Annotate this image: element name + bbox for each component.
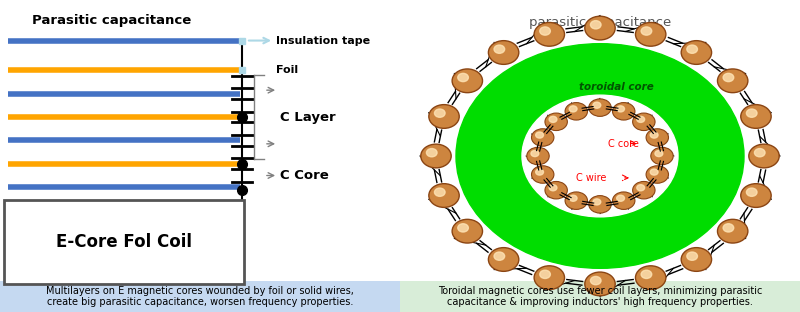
Circle shape [650,169,658,175]
Circle shape [641,270,652,279]
FancyBboxPatch shape [4,200,244,284]
Circle shape [635,22,666,46]
Circle shape [434,109,445,117]
Circle shape [545,182,567,199]
Circle shape [585,16,615,40]
Circle shape [489,41,519,64]
Circle shape [534,266,565,290]
Circle shape [549,116,557,122]
Circle shape [534,22,565,46]
Circle shape [545,113,567,130]
Circle shape [754,149,765,157]
Circle shape [426,149,437,157]
Circle shape [641,27,652,35]
Circle shape [456,44,744,268]
Circle shape [429,184,459,207]
Circle shape [593,102,601,108]
Text: C wire: C wire [576,173,606,183]
Circle shape [637,185,645,191]
Circle shape [635,266,666,290]
Text: C core: C core [608,139,639,149]
Circle shape [452,219,482,243]
Text: E-Core Fol Coil: E-Core Fol Coil [56,233,192,251]
Circle shape [589,196,611,213]
Circle shape [531,150,538,157]
Circle shape [718,69,748,93]
Circle shape [723,73,734,82]
Circle shape [687,252,698,260]
Circle shape [458,224,468,232]
Circle shape [434,188,445,196]
Circle shape [536,169,543,175]
Circle shape [494,252,505,260]
Text: C Core: C Core [280,169,329,182]
FancyBboxPatch shape [0,281,400,312]
Circle shape [681,41,711,64]
Circle shape [681,248,711,271]
Circle shape [540,27,550,35]
Circle shape [687,45,698,53]
Circle shape [585,272,615,296]
Circle shape [637,116,645,122]
Circle shape [421,144,451,168]
Text: Foil: Foil [276,65,298,75]
Circle shape [613,103,635,120]
Circle shape [646,129,669,146]
Circle shape [746,188,757,196]
Circle shape [718,219,748,243]
Circle shape [570,195,577,201]
Circle shape [746,109,757,117]
Text: Insulation tape: Insulation tape [276,36,370,46]
Circle shape [565,103,587,120]
Circle shape [749,144,779,168]
Circle shape [526,147,550,165]
Circle shape [489,248,519,271]
Text: toroidal core: toroidal core [578,82,654,92]
Circle shape [565,192,587,209]
Circle shape [646,166,669,183]
Circle shape [741,184,771,207]
Circle shape [531,129,554,146]
Text: Parasitic capacitance: Parasitic capacitance [32,14,192,27]
Circle shape [617,195,625,201]
Text: Toroidal magnetic cores use fewer coil layers, minimizing parasitic
capacitance : Toroidal magnetic cores use fewer coil l… [438,285,762,307]
Circle shape [458,73,468,82]
Circle shape [741,105,771,128]
Text: parasitic capacitance: parasitic capacitance [529,16,671,29]
Text: Multilayers on E magnetic cores wounded by foil or solid wires,
create big paras: Multilayers on E magnetic cores wounded … [46,285,354,307]
Circle shape [593,199,601,205]
Circle shape [452,69,482,93]
Circle shape [429,105,459,128]
Circle shape [723,224,734,232]
Circle shape [549,185,557,191]
Circle shape [589,99,611,116]
Circle shape [650,132,658,138]
Circle shape [522,95,678,217]
Circle shape [655,150,662,157]
FancyBboxPatch shape [400,281,800,312]
Circle shape [590,21,601,29]
Circle shape [617,106,625,112]
Circle shape [633,113,655,130]
Circle shape [633,182,655,199]
Circle shape [540,270,550,279]
Circle shape [651,147,674,165]
Text: C Layer: C Layer [280,110,336,124]
Circle shape [570,106,577,112]
Circle shape [613,192,635,209]
Circle shape [494,45,505,53]
Circle shape [536,132,543,138]
Circle shape [531,166,554,183]
Circle shape [590,276,601,285]
